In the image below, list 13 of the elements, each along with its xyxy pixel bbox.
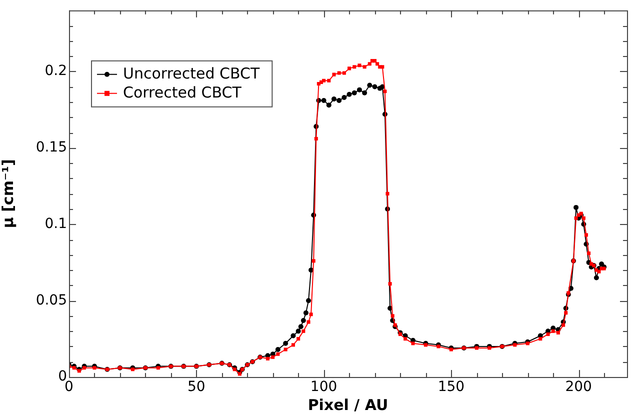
x-tick-label: 100 [310, 379, 338, 396]
x-tick-label: 200 [565, 379, 592, 396]
y-tick-label: 0 [58, 368, 67, 385]
y-tick-label: 0.05 [36, 292, 67, 308]
legend-label: Uncorrected CBCT [123, 64, 260, 82]
y-tick-label: 0.2 [44, 63, 67, 80]
x-tick-label: 50 [187, 379, 206, 396]
y-tick-label: 0.1 [44, 216, 67, 232]
y-axis-title: μ [cm⁻¹] [0, 159, 17, 228]
x-axis-title: Pixel / AU [308, 396, 388, 414]
legend-label: Corrected CBCT [123, 83, 242, 102]
x-tick-label: 150 [438, 379, 465, 396]
y-tick-label: 0.15 [36, 140, 67, 156]
